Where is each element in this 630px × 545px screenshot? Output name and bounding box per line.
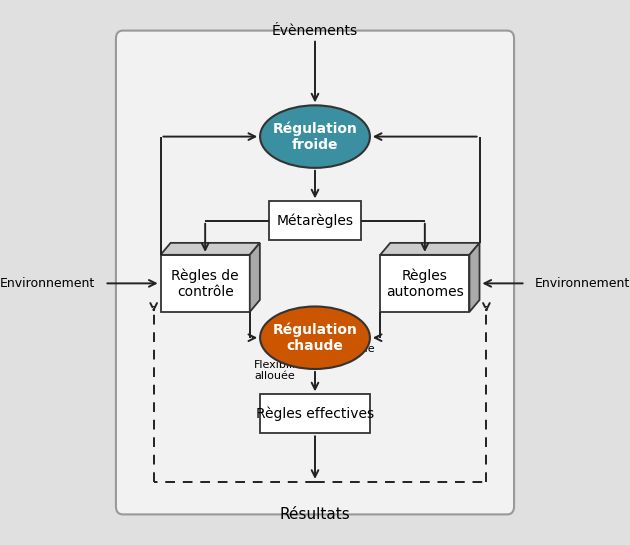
FancyBboxPatch shape — [269, 201, 361, 240]
Text: Métarègles: Métarègles — [277, 214, 353, 228]
Polygon shape — [161, 243, 260, 255]
FancyBboxPatch shape — [116, 31, 514, 514]
Text: Évènements: Évènements — [272, 23, 358, 38]
Ellipse shape — [260, 306, 370, 369]
Text: Résultats: Résultats — [280, 507, 350, 522]
FancyBboxPatch shape — [260, 394, 370, 433]
Text: Flexibilité
allouée: Flexibilité allouée — [255, 360, 308, 381]
Text: Règles
autonomes: Règles autonomes — [386, 268, 464, 299]
Ellipse shape — [260, 105, 370, 168]
Text: Régulation
chaude: Régulation chaude — [273, 323, 357, 353]
Text: Environnement: Environnement — [535, 277, 630, 290]
Polygon shape — [381, 255, 469, 312]
Text: Autonomie: Autonomie — [315, 343, 375, 354]
Text: Régulation
froide: Régulation froide — [273, 121, 357, 152]
Text: Environnement: Environnement — [0, 277, 95, 290]
Text: Règles effectives: Règles effectives — [256, 407, 374, 421]
Polygon shape — [381, 243, 479, 255]
Polygon shape — [161, 255, 249, 312]
Text: Règles de
contrôle: Règles de contrôle — [171, 268, 239, 299]
Polygon shape — [249, 243, 260, 312]
Polygon shape — [469, 243, 479, 312]
